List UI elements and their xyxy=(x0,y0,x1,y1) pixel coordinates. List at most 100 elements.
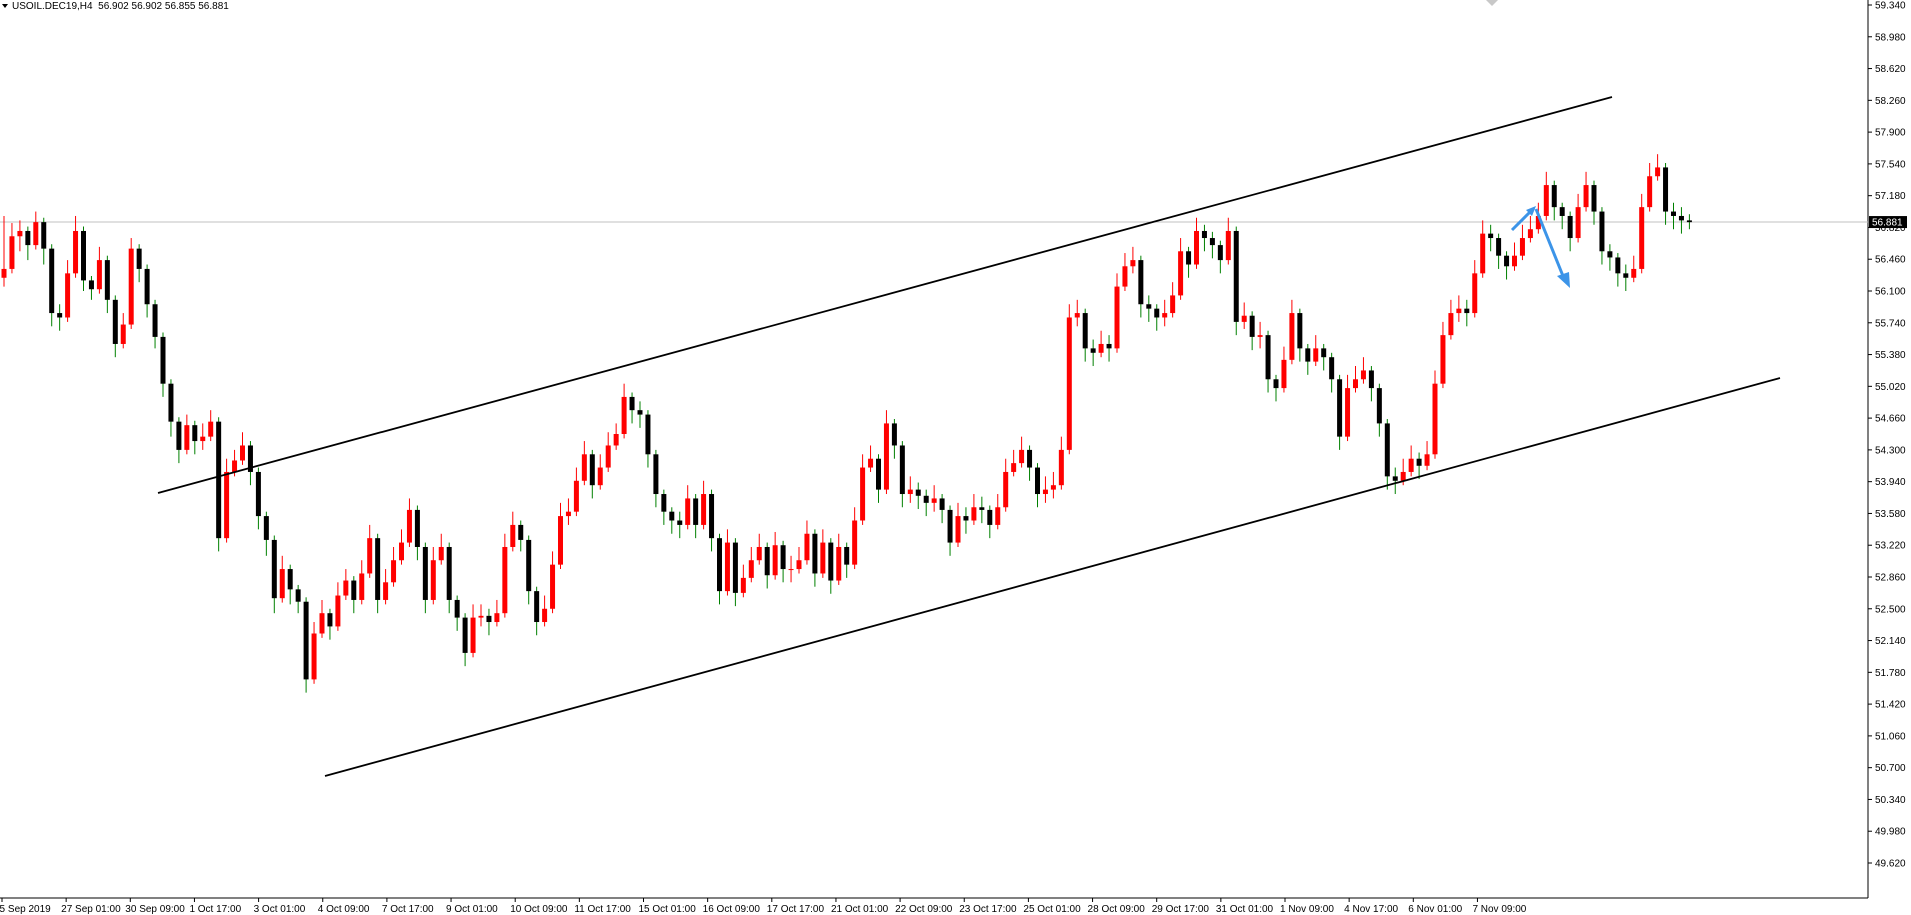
y-tick-label: 56.820 xyxy=(1875,223,1906,234)
candle-body xyxy=(542,608,548,623)
candle-body xyxy=(255,471,261,517)
candle-body xyxy=(1257,335,1263,337)
candle-body xyxy=(915,489,921,496)
candle-body xyxy=(883,423,889,490)
candle-body xyxy=(1082,313,1088,349)
candle-body xyxy=(9,236,15,269)
candle-body xyxy=(81,230,86,281)
candle-body xyxy=(1368,370,1374,389)
candle-body xyxy=(701,494,707,525)
candle-body xyxy=(112,299,118,344)
x-tick-label: 17 Oct 17:00 xyxy=(767,904,825,915)
candle-body xyxy=(1305,348,1311,362)
candle-body xyxy=(1583,185,1589,208)
y-tick-label: 55.380 xyxy=(1875,350,1906,361)
candle-body xyxy=(573,480,579,512)
candle-body xyxy=(1655,167,1661,177)
candle-body xyxy=(399,542,404,561)
candle-body xyxy=(414,509,420,547)
y-tick-label: 51.420 xyxy=(1875,700,1906,711)
x-tick-label: 25 Oct 01:00 xyxy=(1023,904,1081,915)
candle-body xyxy=(1,268,7,278)
candle-body xyxy=(1297,313,1303,349)
candle-body xyxy=(327,613,333,627)
candle-body xyxy=(184,425,190,450)
candle-body xyxy=(343,580,349,596)
candle-body xyxy=(1408,458,1414,472)
candle-body xyxy=(49,248,55,314)
y-tick-label: 53.580 xyxy=(1875,509,1906,520)
candle-body xyxy=(693,498,699,525)
candle-body xyxy=(1027,449,1033,468)
candle-body xyxy=(1106,343,1112,349)
candle-body xyxy=(1233,230,1239,322)
candle-body xyxy=(1504,255,1510,267)
x-tick-label: 23 Oct 17:00 xyxy=(959,904,1017,915)
candle-body xyxy=(717,538,722,592)
candle-body xyxy=(987,509,993,525)
candle-body xyxy=(923,495,929,503)
candle-body xyxy=(613,434,619,446)
candle-body xyxy=(454,599,460,618)
candle-body xyxy=(852,520,858,565)
y-tick-label: 53.220 xyxy=(1875,541,1906,552)
x-tick-label: 30 Sep 09:00 xyxy=(125,904,185,915)
candle-body xyxy=(1019,449,1025,464)
candle-body xyxy=(232,460,238,472)
y-tick-label: 58.980 xyxy=(1875,32,1906,43)
candle-body xyxy=(224,471,230,539)
chart-header: USOIL.DEC19,H4 56.902 56.902 56.855 56.8… xyxy=(12,1,229,12)
candle-body xyxy=(1122,266,1128,287)
candle-body xyxy=(502,546,508,614)
candle-body xyxy=(772,545,778,576)
candle-body xyxy=(1162,313,1168,318)
candle-body xyxy=(1146,304,1152,309)
x-tick-label: 25 Sep 2019 xyxy=(0,904,51,915)
x-tick-label: 1 Nov 09:00 xyxy=(1280,904,1334,915)
candle-body xyxy=(796,560,802,570)
candle-body xyxy=(804,533,810,561)
candle-body xyxy=(1289,313,1295,360)
y-tick-label: 59.340 xyxy=(1875,1,1906,12)
candle-body xyxy=(1209,238,1215,246)
y-tick-label: 49.620 xyxy=(1875,859,1906,870)
candle-body xyxy=(1241,315,1247,322)
candle-body xyxy=(1591,185,1597,212)
symbol-dropdown-icon[interactable] xyxy=(2,4,8,8)
projection-arrow-up-head xyxy=(1526,206,1536,216)
candle-body xyxy=(828,542,834,581)
candle-body xyxy=(1058,449,1064,486)
candle-body xyxy=(295,589,301,602)
x-tick-label: 11 Oct 17:00 xyxy=(574,904,631,915)
y-tick-label: 51.060 xyxy=(1875,731,1906,742)
channel-lower-line xyxy=(324,377,1781,777)
y-tick-label: 58.260 xyxy=(1875,96,1906,107)
candle-body xyxy=(152,304,158,337)
candle-body xyxy=(200,436,206,442)
candle-body xyxy=(971,507,977,521)
y-tick-label: 52.500 xyxy=(1875,604,1906,615)
candle-body xyxy=(65,273,71,318)
x-tick-label: 1 Oct 17:00 xyxy=(189,904,241,915)
candle-body xyxy=(104,260,110,300)
candle-body xyxy=(279,569,285,599)
candle-body xyxy=(1154,308,1160,318)
candle-body xyxy=(96,260,102,290)
candle-body xyxy=(1273,379,1279,389)
candle-body xyxy=(653,454,659,495)
candle-body xyxy=(891,423,897,446)
candle-body xyxy=(748,560,754,578)
candle-body xyxy=(605,445,611,468)
candle-body xyxy=(1281,359,1287,389)
candle-body xyxy=(597,467,603,486)
candle-body xyxy=(1225,230,1231,261)
current-price-tag xyxy=(1869,216,1907,229)
candle-body xyxy=(430,560,436,600)
candle-body xyxy=(1353,379,1358,389)
candle-body xyxy=(136,248,142,269)
candle-body xyxy=(581,454,587,481)
candle-body xyxy=(462,617,468,653)
candle-body xyxy=(1074,313,1080,318)
